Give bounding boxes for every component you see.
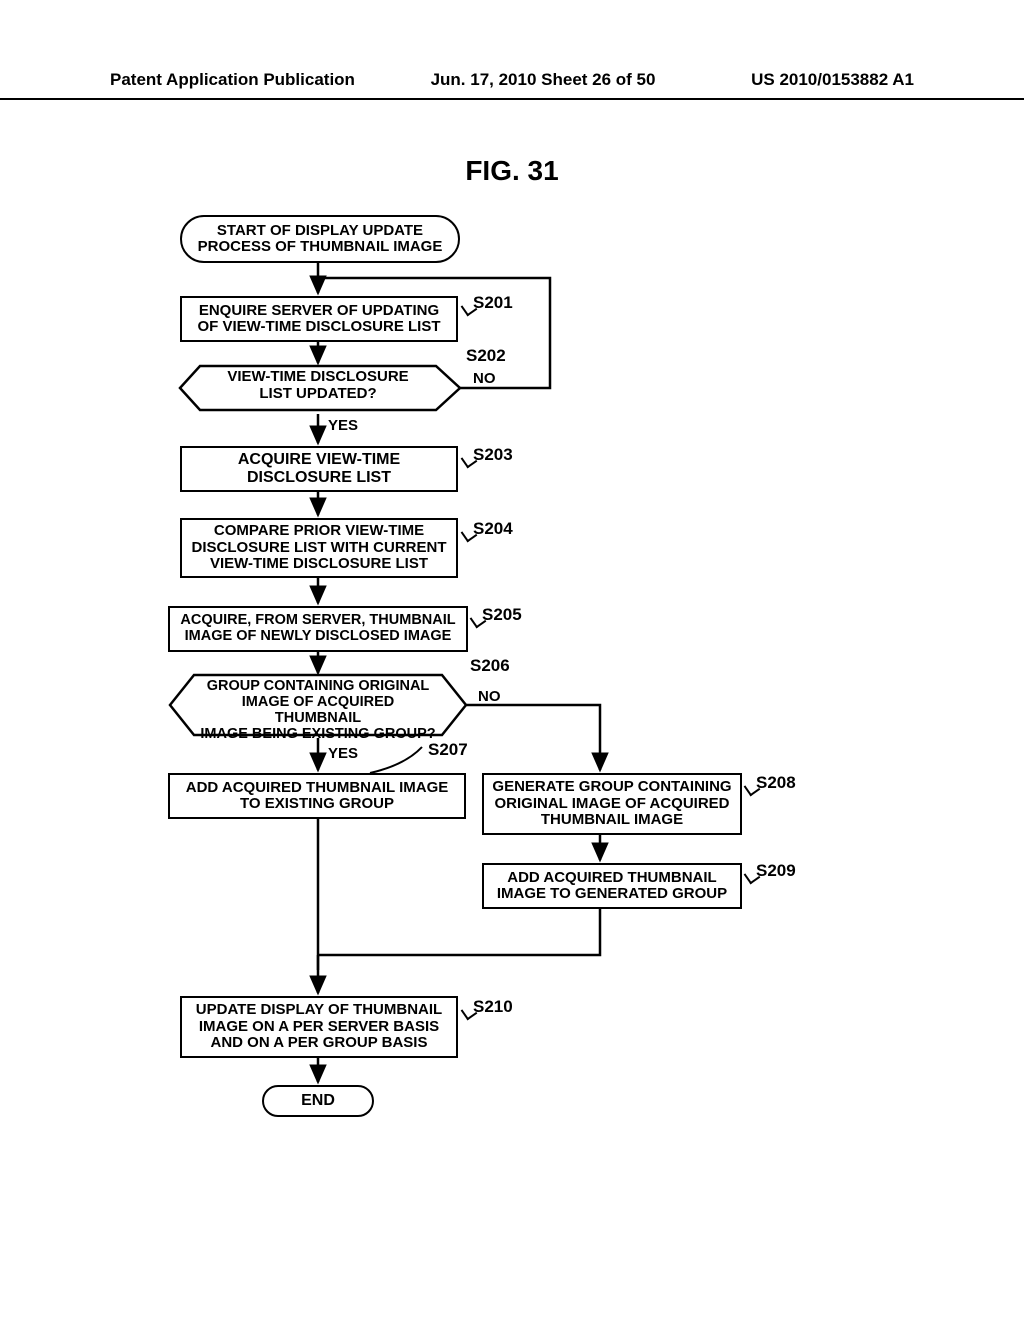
node-s202-text: VIEW-TIME DISCLOSURELIST UPDATED? (227, 368, 408, 402)
node-s203: ACQUIRE VIEW-TIMEDISCLOSURE LIST (180, 446, 458, 492)
node-s206-text: GROUP CONTAINING ORIGINALIMAGE OF ACQUIR… (200, 678, 435, 742)
header-left: Patent Application Publication (110, 70, 355, 90)
node-s205: ACQUIRE, FROM SERVER, THUMBNAILIMAGE OF … (168, 606, 468, 652)
node-s209-text: ADD ACQUIRED THUMBNAILIMAGE TO GENERATED… (497, 870, 727, 903)
label-s202: S202 (466, 346, 506, 366)
tick-s207-curve (370, 745, 430, 775)
s202-no: NO (473, 370, 496, 387)
node-end: END (262, 1085, 374, 1117)
node-start: START OF DISPLAY UPDATEPROCESS OF THUMBN… (180, 215, 460, 263)
node-s209: ADD ACQUIRED THUMBNAILIMAGE TO GENERATED… (482, 863, 742, 909)
node-s210-text: UPDATE DISPLAY OF THUMBNAILIMAGE ON A PE… (196, 1002, 442, 1052)
node-s207-text: ADD ACQUIRED THUMBNAIL IMAGETO EXISTING … (186, 780, 449, 813)
label-s204: S204 (473, 519, 513, 539)
s206-yes: YES (328, 745, 358, 762)
node-end-text: END (301, 1092, 335, 1110)
node-s207: ADD ACQUIRED THUMBNAIL IMAGETO EXISTING … (168, 773, 466, 819)
label-s207: S207 (428, 740, 468, 760)
label-s203: S203 (473, 445, 513, 465)
s206-no: NO (478, 688, 501, 705)
node-s208-text: GENERATE GROUP CONTAININGORIGINAL IMAGE … (492, 779, 731, 829)
node-s206: GROUP CONTAINING ORIGINALIMAGE OF ACQUIR… (200, 679, 436, 743)
label-s209: S209 (756, 861, 796, 881)
flowchart-diagram: START OF DISPLAY UPDATEPROCESS OF THUMBN… (170, 210, 860, 1170)
header-right: US 2010/0153882 A1 (751, 70, 914, 90)
node-s205-text: ACQUIRE, FROM SERVER, THUMBNAILIMAGE OF … (180, 613, 455, 645)
s202-yes: YES (328, 417, 358, 434)
node-s201-text: ENQUIRE SERVER OF UPDATINGOF VIEW-TIME D… (197, 303, 440, 336)
figure-title: FIG. 31 (0, 155, 1024, 187)
node-s204: COMPARE PRIOR VIEW-TIMEDISCLOSURE LIST W… (180, 518, 458, 578)
label-s206: S206 (470, 656, 510, 676)
node-s210: UPDATE DISPLAY OF THUMBNAILIMAGE ON A PE… (180, 996, 458, 1058)
label-s210: S210 (473, 997, 513, 1017)
node-s204-text: COMPARE PRIOR VIEW-TIMEDISCLOSURE LIST W… (192, 523, 447, 573)
node-s208: GENERATE GROUP CONTAININGORIGINAL IMAGE … (482, 773, 742, 835)
node-s203-text: ACQUIRE VIEW-TIMEDISCLOSURE LIST (238, 451, 400, 486)
label-s201: S201 (473, 293, 513, 313)
label-s205: S205 (482, 605, 522, 625)
label-s208: S208 (756, 773, 796, 793)
page-header: Patent Application Publication Jun. 17, … (0, 70, 1024, 100)
node-s202: VIEW-TIME DISCLOSURELIST UPDATED? (204, 369, 432, 402)
header-center: Jun. 17, 2010 Sheet 26 of 50 (431, 70, 656, 90)
node-s201: ENQUIRE SERVER OF UPDATINGOF VIEW-TIME D… (180, 296, 458, 342)
node-start-text: START OF DISPLAY UPDATEPROCESS OF THUMBN… (198, 223, 443, 256)
